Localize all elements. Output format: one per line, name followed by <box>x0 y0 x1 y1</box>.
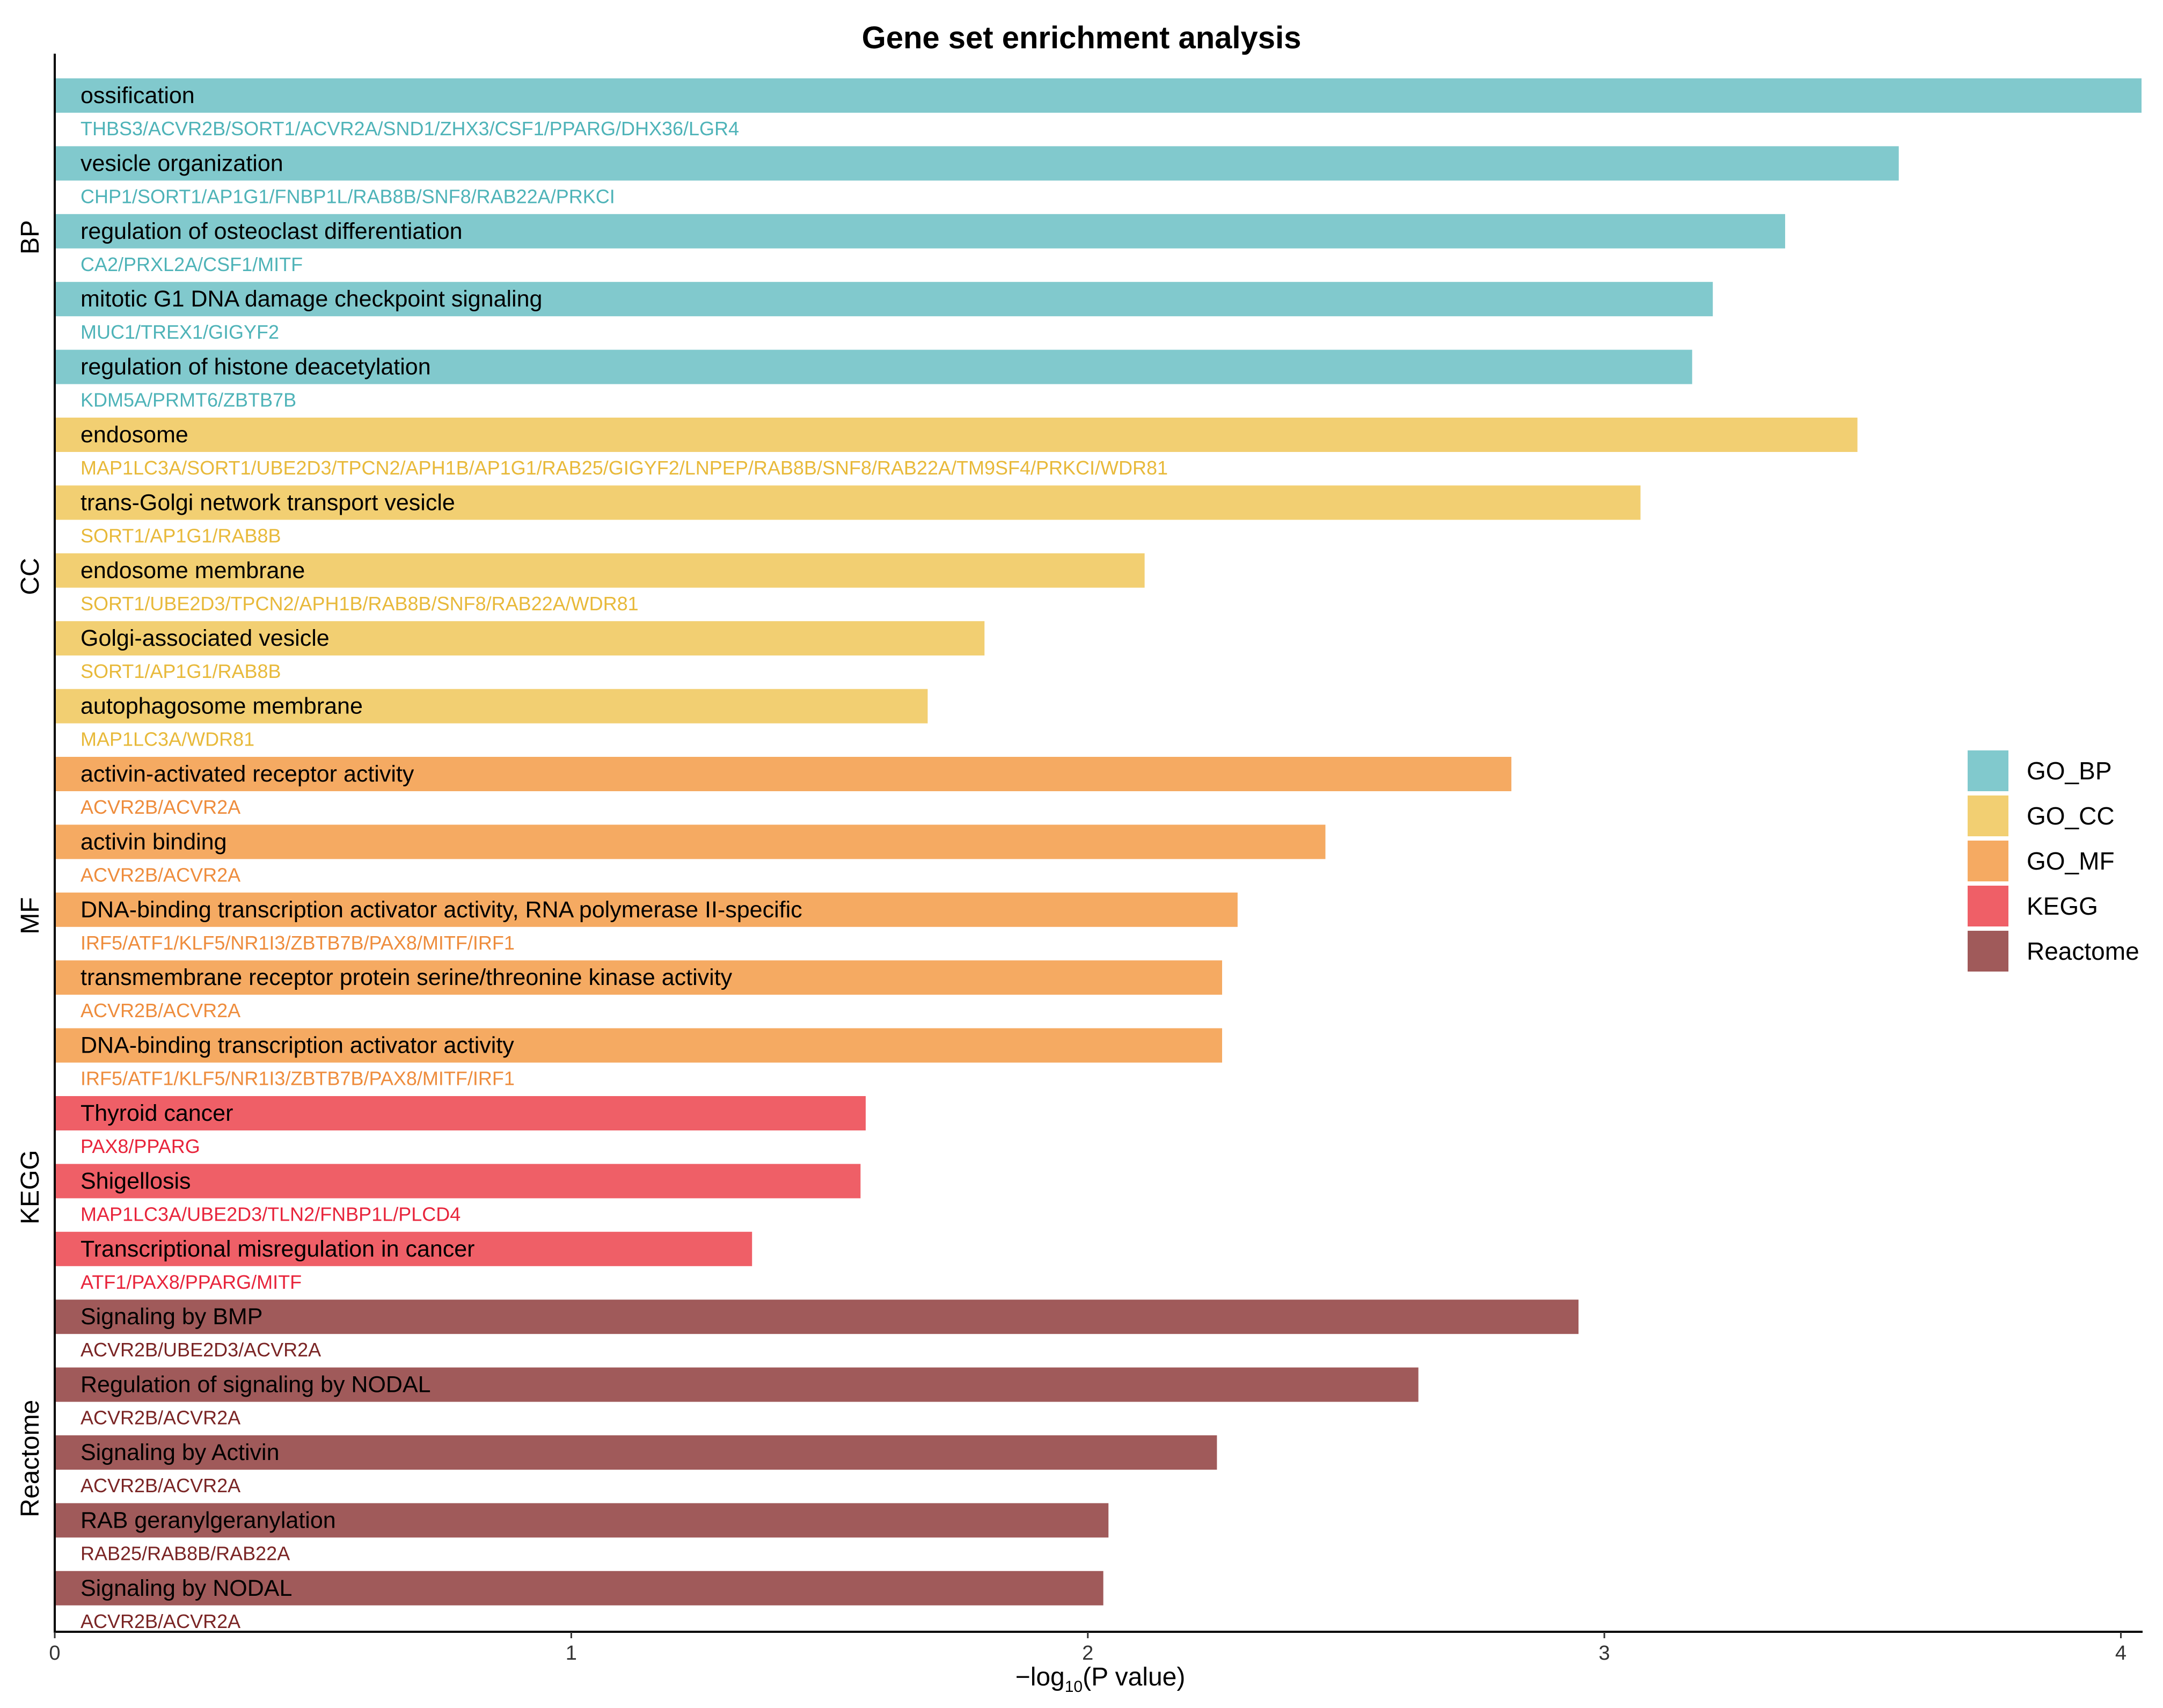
bar-term-label: Signaling by Activin <box>81 1440 280 1465</box>
legend-swatch <box>1968 841 2008 881</box>
group-label: MF <box>16 897 45 934</box>
bar <box>55 1028 1222 1063</box>
bar-gene-label: IRF5/ATF1/KLF5/NR1I3/ZBTB7B/PAX8/MITF/IR… <box>81 932 515 954</box>
bar-term-label: endosome membrane <box>81 558 305 583</box>
bar-term-label: DNA-binding transcription activator acti… <box>81 1033 514 1059</box>
bar-gene-label: CA2/PRXL2A/CSF1/MITF <box>81 253 303 275</box>
group-label: CC <box>16 558 45 595</box>
bar-gene-label: ACVR2B/ACVR2A <box>81 864 240 886</box>
bar-term-label: Golgi-associated vesicle <box>81 625 330 651</box>
bar-term-label: activin binding <box>81 829 227 855</box>
x-tick-label: 0 <box>49 1642 60 1665</box>
bar <box>55 214 1785 249</box>
bar <box>55 349 1692 384</box>
bar-gene-label: ACVR2B/ACVR2A <box>81 1475 240 1497</box>
legend-swatch <box>1968 931 2008 972</box>
bar-term-label: Shigellosis <box>81 1168 191 1194</box>
bar-gene-label: KDM5A/PRMT6/ZBTB7B <box>81 389 296 411</box>
bar <box>55 757 1511 791</box>
bar <box>55 892 1238 927</box>
bar-gene-label: ATF1/PAX8/PPARG/MITF <box>81 1271 302 1293</box>
bar <box>55 1503 1109 1538</box>
bar-gene-label: ACVR2B/ACVR2A <box>81 796 240 818</box>
bar <box>55 621 985 656</box>
bar-gene-label: RAB25/RAB8B/RAB22A <box>81 1542 290 1564</box>
bar-gene-label: MAP1LC3A/UBE2D3/TLN2/FNBP1L/PLCD4 <box>81 1203 461 1225</box>
bar-term-label: Regulation of signaling by NODAL <box>81 1372 431 1398</box>
bar-gene-label: IRF5/ATF1/KLF5/NR1I3/ZBTB7B/PAX8/MITF/IR… <box>81 1068 515 1090</box>
bar-gene-label: CHP1/SORT1/AP1G1/FNBP1L/RAB8B/SNF8/RAB22… <box>81 185 615 207</box>
bar <box>55 78 2142 113</box>
bar-term-label: regulation of osteoclast differentiation <box>81 218 463 244</box>
bar-gene-label: MUC1/TREX1/GIGYF2 <box>81 321 279 343</box>
bar-term-label: trans-Golgi network transport vesicle <box>81 490 455 515</box>
group-label: Reactome <box>16 1400 45 1517</box>
bar <box>55 689 928 724</box>
bar <box>55 485 1641 520</box>
bar-term-label: DNA-binding transcription activator acti… <box>81 897 802 923</box>
bar <box>55 282 1713 317</box>
legend-label: GO_MF <box>2027 847 2115 875</box>
bar-term-label: Thyroid cancer <box>81 1100 233 1126</box>
bar-term-label: Signaling by BMP <box>81 1304 262 1330</box>
bar <box>55 960 1222 995</box>
bar-gene-label: MAP1LC3A/WDR81 <box>81 728 254 750</box>
bar-gene-label: THBS3/ACVR2B/SORT1/ACVR2A/SND1/ZHX3/CSF1… <box>81 118 739 140</box>
x-axis-title: −log10(P value) <box>1015 1663 1186 1696</box>
bar-term-label: Signaling by NODAL <box>81 1575 292 1601</box>
group-label: KEGG <box>16 1150 45 1224</box>
legend-label: GO_CC <box>2027 802 2115 830</box>
bar-gene-label: PAX8/PPARG <box>81 1135 200 1157</box>
bar-gene-label: ACVR2B/ACVR2A <box>81 999 240 1021</box>
bar <box>55 418 1858 452</box>
legend-label: Reactome <box>2027 937 2139 965</box>
bar-term-label: transmembrane receptor protein serine/th… <box>81 965 733 990</box>
bar <box>55 1164 861 1199</box>
bar-term-label: mitotic G1 DNA damage checkpoint signali… <box>81 286 542 312</box>
legend-swatch <box>1968 886 2008 926</box>
bar-term-label: activin-activated receptor activity <box>81 761 414 787</box>
bar <box>55 146 1899 181</box>
legend-label: KEGG <box>2027 892 2098 920</box>
bar-gene-label: SORT1/AP1G1/RAB8B <box>81 660 281 682</box>
bar <box>55 553 1145 588</box>
bar <box>55 1571 1104 1605</box>
bar <box>55 1367 1419 1402</box>
x-tick-label: 4 <box>2115 1642 2127 1665</box>
legend-swatch <box>1968 750 2008 791</box>
group-label: BP <box>16 220 45 254</box>
bar-gene-label: SORT1/AP1G1/RAB8B <box>81 524 281 546</box>
bars-layer: ossification THBS3/ACVR2B/SORT1/ACVR2A/SN… <box>55 78 2142 1632</box>
bar <box>55 1096 866 1130</box>
bar-term-label: regulation of histone deacetylation <box>81 354 431 380</box>
bar-term-label: ossification <box>81 83 195 108</box>
bar-gene-label: SORT1/UBE2D3/TPCN2/APH1B/RAB8B/SNF8/RAB2… <box>81 593 639 615</box>
bar-term-label: RAB geranylgeranylation <box>81 1507 336 1533</box>
bar-term-label: Transcriptional misregulation in cancer <box>81 1236 475 1262</box>
group-labels: BP CC MF KEGG Reactome <box>16 220 45 1517</box>
x-axis-ticks: 0 1 2 3 4 <box>49 1632 2127 1665</box>
bar <box>55 1435 1217 1470</box>
bar <box>55 1231 752 1266</box>
bar-term-label: autophagosome membrane <box>81 694 363 719</box>
bar-gene-label: MAP1LC3A/SORT1/UBE2D3/TPCN2/APH1B/AP1G1/… <box>81 457 1168 479</box>
x-tick-label: 3 <box>1599 1642 1610 1665</box>
x-tick-label: 1 <box>566 1642 577 1665</box>
legend-swatch <box>1968 795 2008 836</box>
bar <box>55 824 1326 859</box>
bar-term-label: vesicle organization <box>81 150 283 176</box>
bar-gene-label: ACVR2B/ACVR2A <box>81 1610 240 1632</box>
chart-title: Gene set enrichment analysis <box>862 20 1302 55</box>
x-tick-label: 2 <box>1082 1642 1093 1665</box>
bar-gene-label: ACVR2B/UBE2D3/ACVR2A <box>81 1339 321 1361</box>
bar-term-label: endosome <box>81 422 188 448</box>
legend-label: GO_BP <box>2027 757 2112 785</box>
bar <box>55 1300 1579 1334</box>
legend: GO_BP GO_CC GO_MF KEGG Reactome <box>1968 750 2139 972</box>
bar-gene-label: ACVR2B/ACVR2A <box>81 1407 240 1429</box>
